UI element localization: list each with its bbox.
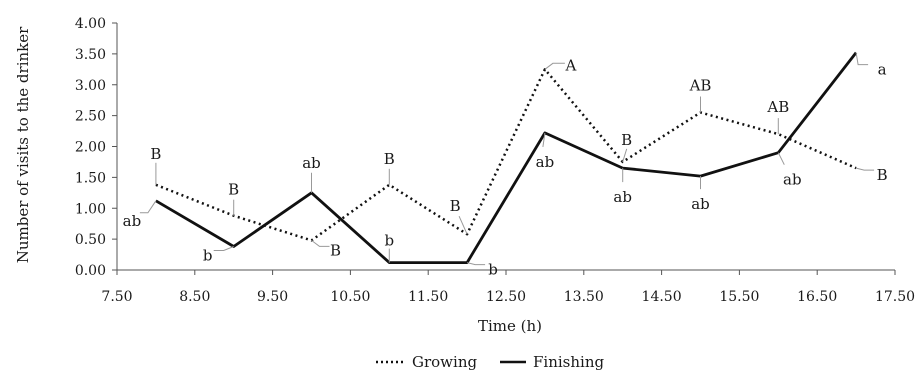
y-axis-title: Number of visits to the drinker — [14, 26, 32, 263]
data-label-growing: B — [150, 145, 161, 163]
x-tick-label: 10.50 — [330, 289, 370, 305]
x-tick-label: 7.50 — [101, 289, 132, 305]
x-tick-label: 12.50 — [486, 289, 526, 305]
y-tick-label: 1.00 — [75, 201, 106, 217]
data-label-growing: AB — [689, 77, 712, 95]
x-tick-label: 9.50 — [257, 289, 288, 305]
x-tick-label: 14.50 — [642, 289, 682, 305]
data-label-finishing: ab — [536, 153, 555, 171]
x-tick-label: 8.50 — [179, 289, 210, 305]
annotation-leader — [311, 240, 330, 247]
y-tick-label: 4.00 — [75, 16, 106, 32]
data-label-finishing: b — [488, 261, 498, 279]
series-lines — [155, 51, 858, 265]
data-label-growing: B — [877, 166, 888, 184]
annotation-leader — [466, 262, 486, 266]
x-tick-label: 13.50 — [564, 289, 604, 305]
x-tick-label: 17.50 — [875, 289, 915, 305]
x-axis-title: Time (h) — [478, 317, 542, 335]
legend-label-growing: Growing — [412, 353, 477, 371]
annotation-leader — [458, 215, 468, 235]
annotation-leader — [213, 246, 234, 251]
legend-label-finishing: Finishing — [533, 353, 604, 371]
data-label-growing: B — [621, 131, 632, 149]
annotation-leader — [139, 200, 157, 214]
x-tick-labels: 7.50 8.50 9.50 10.50 11.50 12.50 13.50 14.50 15.… — [101, 289, 915, 305]
x-tick-label: 15.50 — [719, 289, 759, 305]
y-tick-label: 1.50 — [75, 170, 106, 186]
data-label-finishing: ab — [613, 188, 632, 206]
data-label-growing: B — [450, 197, 461, 215]
data-label-finishing: ab — [783, 171, 802, 189]
series-line-finishing — [155, 51, 858, 265]
y-tick-label: 2.50 — [75, 109, 106, 125]
data-label-finishing: ab — [302, 154, 321, 172]
x-tick-label: 16.50 — [797, 289, 837, 305]
y-tick-label: 3.00 — [75, 78, 106, 94]
y-tick-label: 0.00 — [75, 263, 106, 279]
data-label-growing: B — [330, 241, 341, 259]
y-tick-labels: 0.00 0.50 1.00 1.50 2.00 2.50 3.00 3.50 4.00 — [75, 16, 106, 279]
annotation-leader — [544, 62, 565, 70]
annotation-leader — [855, 52, 869, 66]
data-label-finishing: ab — [123, 212, 142, 230]
annotation-leader — [542, 132, 546, 147]
legend: Growing Finishing — [376, 353, 604, 371]
data-label-finishing: b — [384, 232, 394, 250]
data-label-finishing: ab — [691, 195, 710, 213]
y-tick-label: 2.00 — [75, 140, 106, 156]
annotation-leader — [855, 167, 875, 171]
data-label-growing: B — [384, 150, 395, 168]
data-label-growing: A — [564, 56, 576, 74]
data-label-finishing: a — [878, 61, 887, 79]
x-tick-label: 11.50 — [408, 289, 448, 305]
data-label-finishing: b — [203, 247, 213, 265]
chart-axes — [112, 22, 896, 275]
y-tick-label: 0.50 — [75, 232, 106, 248]
data-label-growing: AB — [766, 98, 789, 116]
data-label-growing: B — [228, 181, 239, 199]
series-line-growing — [155, 68, 857, 242]
y-tick-label: 3.50 — [75, 47, 106, 63]
annotation-leader — [622, 148, 628, 163]
annotation-leader — [777, 152, 785, 165]
